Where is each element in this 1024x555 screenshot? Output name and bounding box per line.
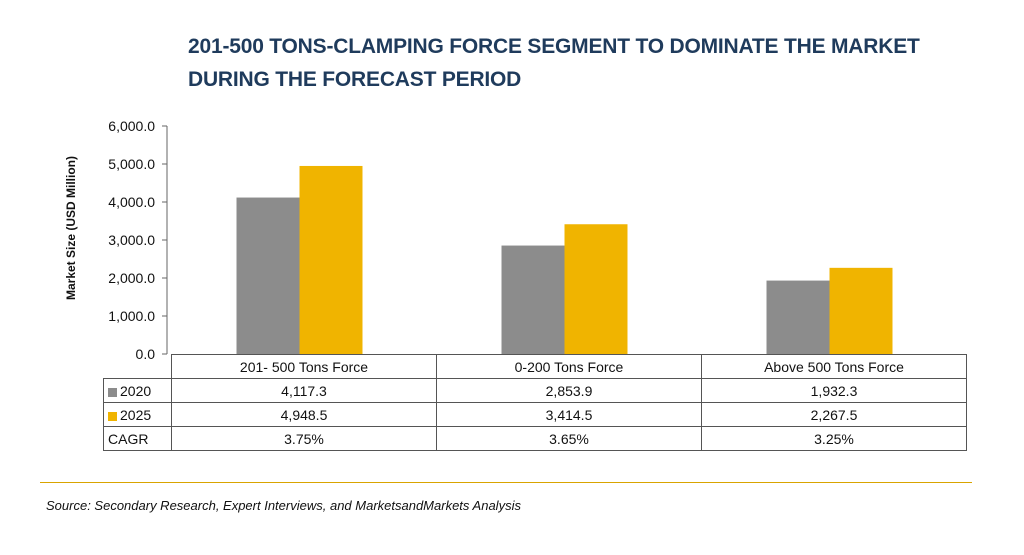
table-row: 2025 4,948.5 3,414.5 2,267.5 (103, 402, 967, 427)
bar-2025 (299, 165, 363, 354)
bar-2020 (236, 197, 300, 354)
cagr-label: CAGR (103, 426, 172, 451)
data-label: 2,853.9 (436, 378, 702, 403)
table-row: CAGR 3.75% 3.65% 3.25% (103, 426, 967, 451)
category-label: 0-200 Tons Force (436, 354, 702, 379)
cagr-value: 3.25% (701, 426, 967, 451)
table-corner (103, 354, 172, 379)
source-note: Source: Secondary Research, Expert Inter… (46, 498, 521, 513)
data-label: 3,414.5 (436, 402, 702, 427)
y-tick-label: 1,000.0 (108, 308, 155, 324)
cagr-value: 3.65% (436, 426, 702, 451)
chart-title: 201-500 TONS-CLAMPING FORCE SEGMENT TO D… (188, 30, 988, 96)
series-name: 2020 (120, 382, 152, 399)
y-axis-ticks: 0.01,000.02,000.03,000.04,000.05,000.06,… (108, 118, 167, 362)
y-tick-label: 4,000.0 (108, 194, 155, 210)
footer-rule (40, 482, 972, 483)
bar-2020 (501, 245, 565, 354)
category-label: 201- 500 Tons Force (171, 354, 437, 379)
y-tick-label: 2,000.0 (108, 270, 155, 286)
data-label: 2,267.5 (701, 402, 967, 427)
y-axis-label: Market Size (USD Million) (64, 156, 78, 300)
legend-swatch-2020 (108, 387, 117, 397)
y-tick-label: 6,000.0 (108, 118, 155, 134)
data-label: 4,948.5 (171, 402, 437, 427)
data-table: 201- 500 Tons Force 0-200 Tons Force Abo… (103, 354, 967, 451)
bar-chart: Market Size (USD Million) 0.01,000.02,00… (64, 118, 893, 362)
legend-2025: 2025 (103, 402, 172, 427)
bar-2020 (766, 280, 830, 354)
y-tick-label: 3,000.0 (108, 232, 155, 248)
data-label: 1,932.3 (701, 378, 967, 403)
bar-2025 (564, 224, 628, 354)
chart-title-line-2: DURING THE FORECAST PERIOD (188, 68, 522, 91)
bars (236, 165, 893, 354)
chart-title-line-1: 201-500 TONS-CLAMPING FORCE SEGMENT TO D… (188, 35, 920, 58)
legend-swatch-2025 (108, 411, 117, 421)
series-name: 2025 (120, 406, 152, 423)
table-row: 2020 4,117.3 2,853.9 1,932.3 (103, 378, 967, 403)
cagr-value: 3.75% (171, 426, 437, 451)
bar-2025 (829, 267, 893, 354)
y-tick-label: 5,000.0 (108, 156, 155, 172)
data-label: 4,117.3 (171, 378, 437, 403)
legend-2020: 2020 (103, 378, 172, 403)
category-label: Above 500 Tons Force (701, 354, 967, 379)
